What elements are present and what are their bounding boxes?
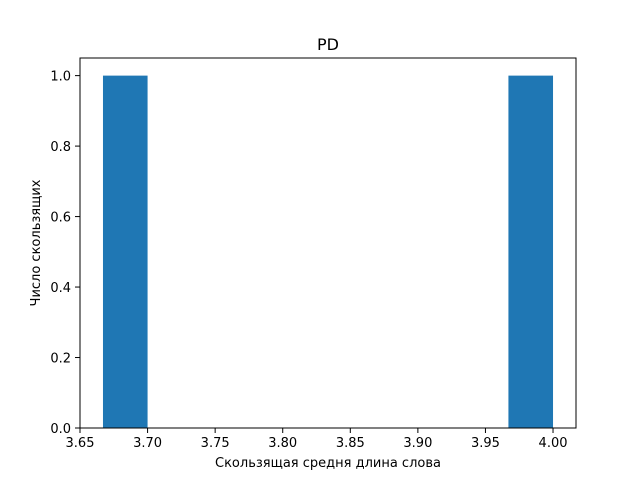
x-axis-ticks: 3.65 3.70 3.75 3.80 3.85 3.90 3.95 4.00 [66, 428, 568, 451]
plot-frame [79, 57, 577, 429]
x-tick-label: 3.70 [133, 436, 162, 451]
x-tick-label: 3.65 [66, 436, 95, 451]
x-tick-label: 3.80 [268, 436, 297, 451]
y-tick-label: 0.0 [50, 422, 71, 437]
x-tick-label: 3.95 [471, 436, 500, 451]
y-tick-label: 0.4 [50, 281, 71, 296]
y-tick-label: 0.2 [50, 352, 71, 367]
y-tick-label: 0.6 [50, 211, 71, 226]
y-tick-label: 1.0 [50, 70, 71, 85]
x-tick-label: 3.85 [336, 436, 365, 451]
y-axis-label: Число скользящих [29, 179, 44, 306]
x-tick-label: 3.90 [403, 436, 432, 451]
y-axis-ticks: 0.0 0.2 0.4 0.6 0.8 1.0 [50, 70, 80, 437]
histogram-bar-1 [102, 75, 148, 428]
x-tick-label: 4.00 [539, 436, 568, 451]
chart-title: PD [317, 35, 339, 54]
x-axis-label: Скользящая средня длина слова [215, 456, 441, 471]
y-tick-label: 0.8 [50, 140, 71, 155]
bars-group [102, 75, 554, 428]
histogram-bar-2 [508, 75, 554, 428]
x-tick-label: 3.75 [201, 436, 230, 451]
